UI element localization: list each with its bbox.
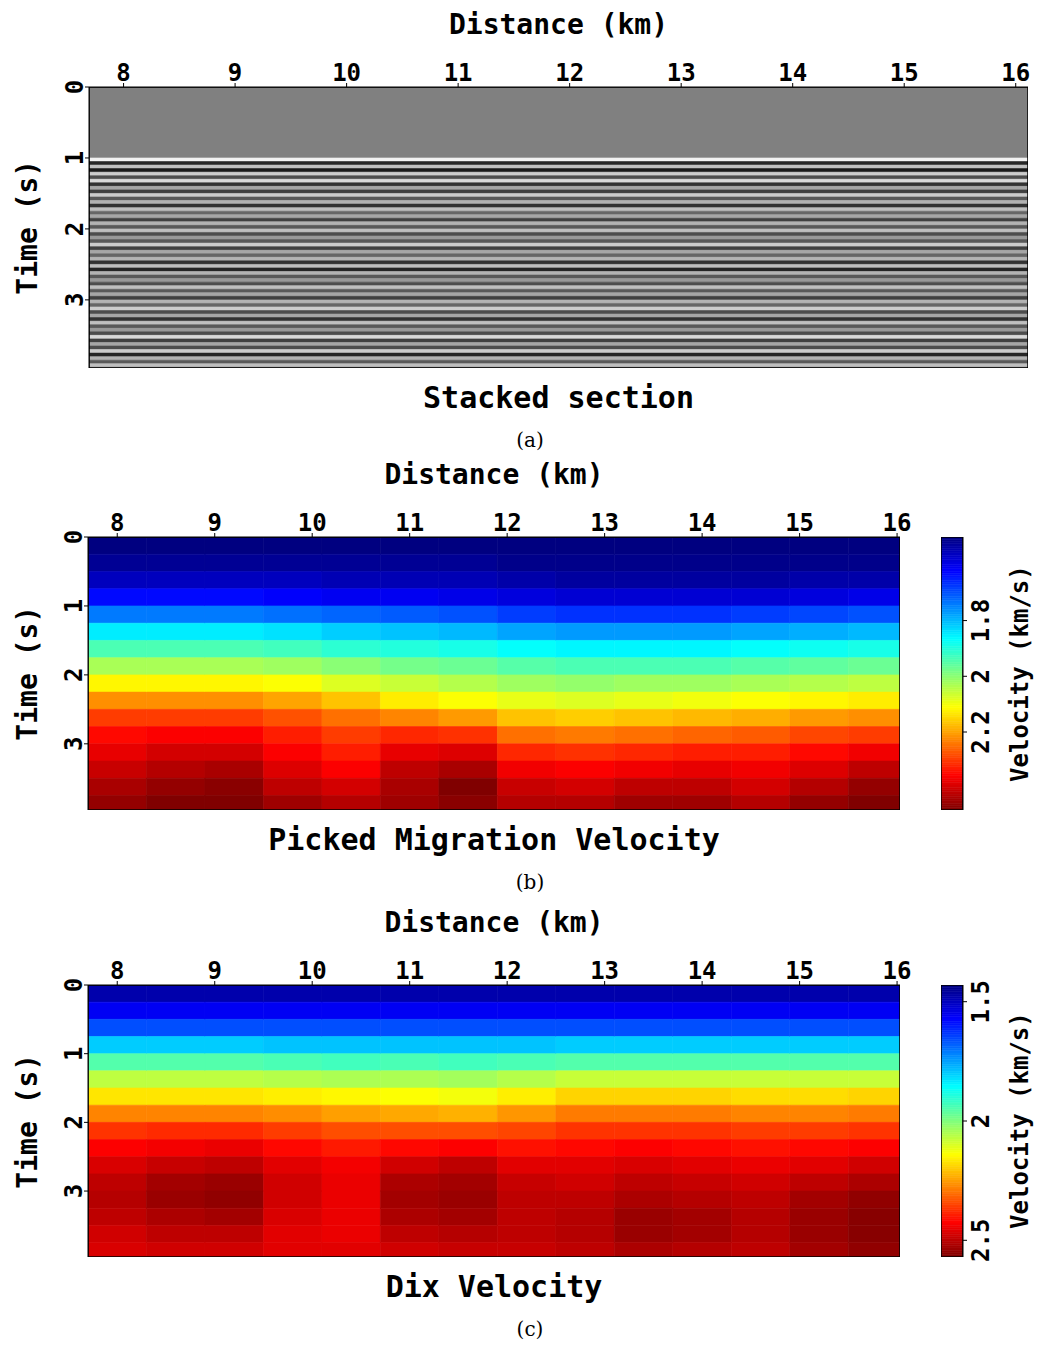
svg-text:14: 14: [688, 957, 717, 985]
html-text:Time (s): Time (s): [10, 1053, 44, 1189]
svg-text:12: 12: [493, 957, 522, 985]
svg-text:12: 12: [493, 509, 522, 537]
svg-text:13: 13: [590, 509, 619, 537]
html-text:Distance (km): Distance (km): [384, 905, 604, 939]
svg-text:1: 1: [60, 599, 88, 613]
svg-text:2: 2: [60, 1115, 88, 1129]
svg-text:11: 11: [395, 509, 424, 537]
svg-text:16: 16: [1001, 59, 1030, 87]
svg-text:8: 8: [116, 59, 130, 87]
svg-text:1.5: 1.5: [967, 980, 995, 1023]
svg-text:15: 15: [890, 59, 919, 87]
svg-text:2.5: 2.5: [967, 1219, 995, 1261]
svg-text:8: 8: [110, 509, 124, 537]
svg-text:9: 9: [207, 957, 221, 985]
svg-text:1: 1: [61, 151, 89, 165]
html-text:(b): (b): [515, 870, 545, 894]
svg-text:11: 11: [395, 957, 424, 985]
svg-text:0: 0: [60, 978, 88, 992]
svg-text:9: 9: [207, 509, 221, 537]
svg-text:14: 14: [688, 509, 717, 537]
svg-text:13: 13: [667, 59, 696, 87]
svg-text:15: 15: [785, 509, 814, 537]
svg-text:14: 14: [778, 59, 807, 87]
svg-text:16: 16: [883, 509, 912, 537]
html-text:Velocity (km/s): Velocity (km/s): [1006, 1012, 1035, 1230]
svg-text:2: 2: [61, 222, 89, 236]
html-text:(c): (c): [516, 1317, 544, 1341]
svg-text:8: 8: [110, 957, 124, 985]
svg-text:2: 2: [967, 1114, 995, 1128]
svg-text:3: 3: [61, 293, 89, 307]
svg-text:10: 10: [298, 509, 327, 537]
svg-text:0: 0: [60, 530, 88, 544]
svg-text:3: 3: [60, 1184, 88, 1198]
svg-text:10: 10: [332, 59, 361, 87]
svg-text:16: 16: [883, 957, 912, 985]
svg-text:15: 15: [785, 957, 814, 985]
html-text:Dix Velocity: Dix Velocity: [385, 1268, 603, 1304]
html-text:Distance (km): Distance (km): [384, 457, 604, 491]
svg-text:9: 9: [228, 59, 242, 87]
svg-text:0: 0: [61, 80, 89, 94]
svg-text:2: 2: [967, 669, 995, 683]
html-text:(a): (a): [516, 428, 544, 452]
svg-text:1: 1: [60, 1046, 88, 1060]
svg-text:11: 11: [444, 59, 473, 87]
svg-text:1.8: 1.8: [967, 599, 995, 642]
html-text:Distance (km): Distance (km): [448, 7, 669, 41]
svg-text:2.2: 2.2: [967, 710, 995, 753]
svg-text:13: 13: [590, 957, 619, 985]
html-text:Picked Migration Velocity: Picked Migration Velocity: [268, 821, 720, 857]
html-text:Velocity (km/s): Velocity (km/s): [1006, 565, 1035, 782]
svg-text:3: 3: [60, 737, 88, 751]
html-text:Time (s): Time (s): [10, 606, 44, 741]
html-text:Time (s): Time (s): [10, 160, 44, 295]
html-text:Stacked section: Stacked section: [423, 379, 694, 415]
svg-text:2: 2: [60, 668, 88, 682]
svg-text:12: 12: [555, 59, 584, 87]
svg-text:10: 10: [298, 957, 327, 985]
